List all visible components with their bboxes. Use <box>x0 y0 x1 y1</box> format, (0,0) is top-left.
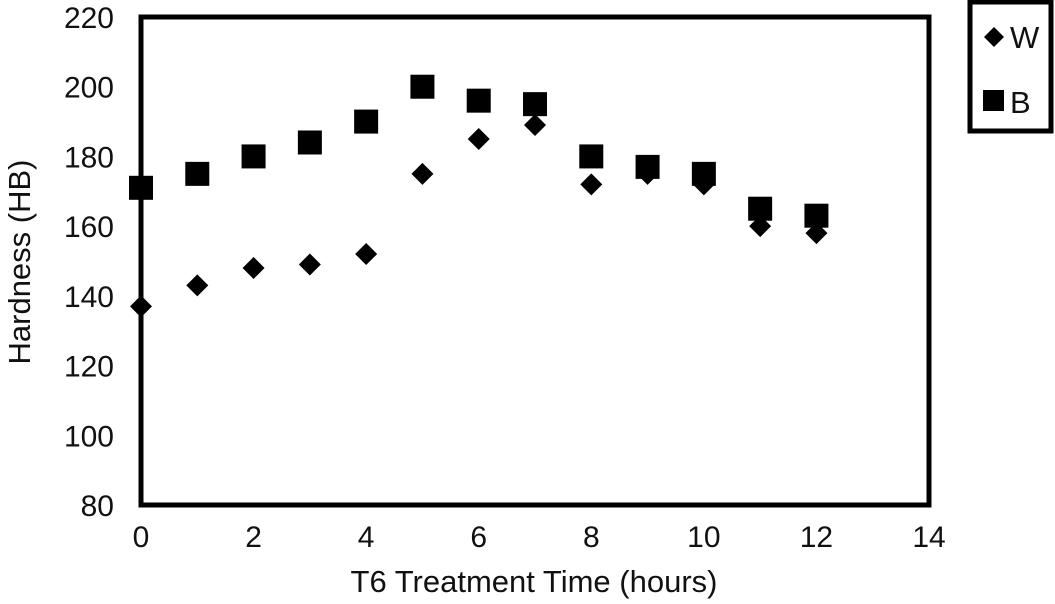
x-tick-label: 2 <box>245 521 262 554</box>
y-axis-title: Hardness (HB) <box>2 160 37 365</box>
x-tick-labels: 0 2 4 6 8 10 12 14 <box>133 521 946 554</box>
point-w <box>298 253 321 276</box>
legend-label-b: B <box>1010 85 1031 120</box>
point-w <box>411 162 434 185</box>
point-b <box>354 109 379 134</box>
point-w <box>130 295 152 318</box>
point-w <box>692 173 715 196</box>
point-w <box>524 114 546 137</box>
x-tick-label: 6 <box>470 521 487 554</box>
point-w <box>749 215 772 238</box>
point-w <box>355 243 378 266</box>
y-tick-label: 80 <box>81 490 114 523</box>
point-w <box>186 274 209 297</box>
point-w <box>467 128 490 150</box>
y-tick-label: 220 <box>64 2 114 35</box>
y-tick-label: 180 <box>64 141 114 174</box>
y-tick-label: 120 <box>64 351 114 384</box>
x-tick-label: 10 <box>687 521 720 554</box>
point-b <box>579 144 604 169</box>
point-b <box>297 130 322 155</box>
legend-marker-b <box>983 90 1004 111</box>
y-tick-label: 100 <box>64 420 114 453</box>
x-tick-label: 8 <box>583 521 600 554</box>
data-points <box>129 74 829 318</box>
x-tick-label: 4 <box>358 521 375 554</box>
legend-label-w: W <box>1010 20 1040 55</box>
y-tick-label: 140 <box>64 281 114 314</box>
y-tick-label: 160 <box>64 211 114 244</box>
x-tick-label: 0 <box>133 521 150 554</box>
point-w <box>636 162 659 185</box>
point-w <box>242 256 265 279</box>
x-tick-label: 14 <box>912 521 945 554</box>
plot-area-frame <box>138 14 932 508</box>
point-w <box>580 173 603 196</box>
point-b <box>523 92 547 117</box>
point-w <box>805 222 828 245</box>
y-tick-label: 200 <box>64 72 114 105</box>
x-tick-label: 12 <box>800 521 833 554</box>
point-b <box>466 88 491 113</box>
point-b <box>185 161 210 186</box>
x-axis-title: T6 Treatment Time (hours) <box>351 564 718 599</box>
point-b <box>129 175 153 200</box>
point-b <box>410 74 435 99</box>
point-b <box>241 144 266 169</box>
legend-marker-w <box>984 27 1004 47</box>
y-tick-labels: 80 100 120 140 160 180 200 220 <box>64 2 114 523</box>
legend: W B <box>967 0 1054 134</box>
